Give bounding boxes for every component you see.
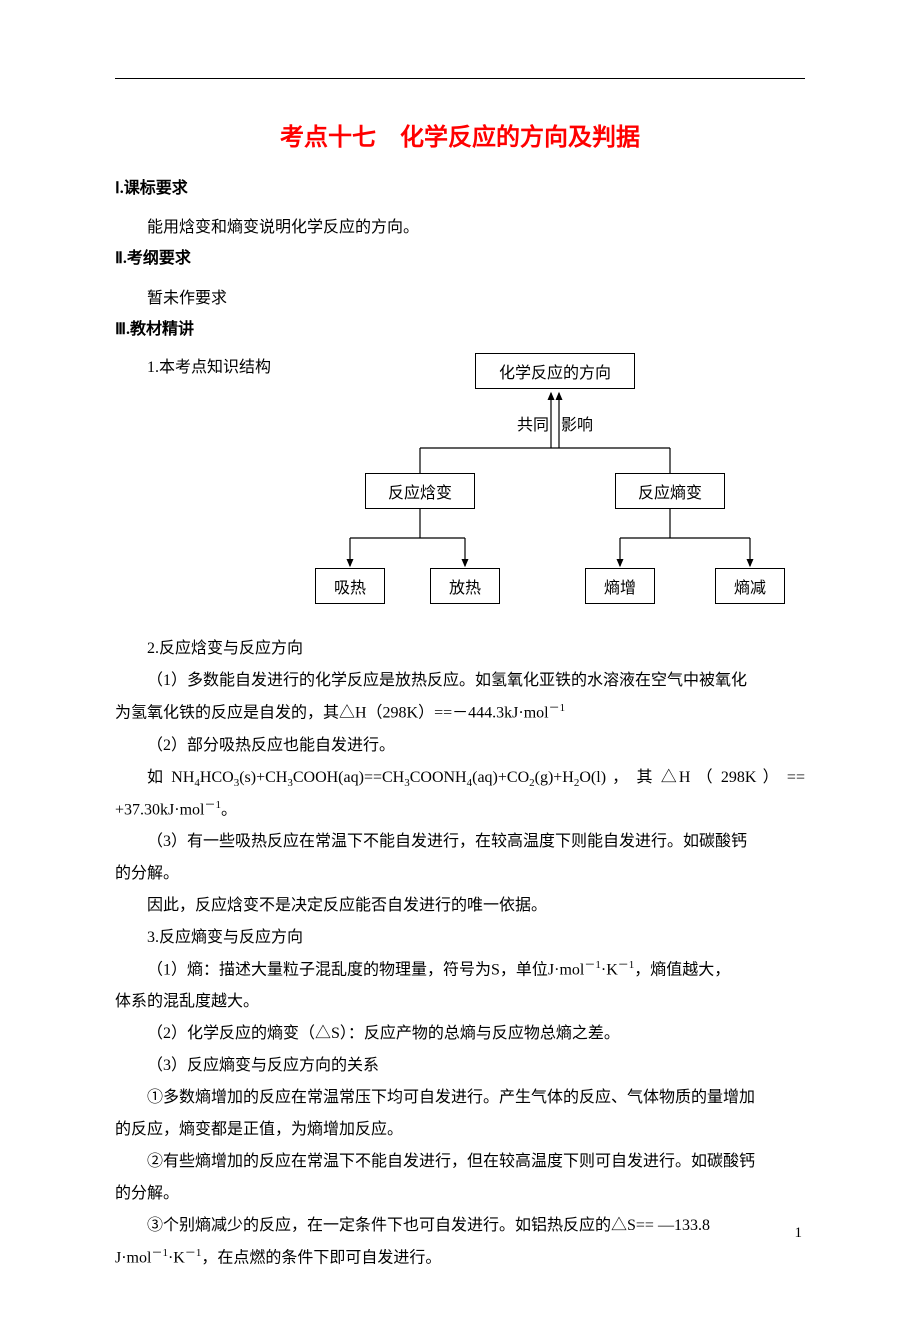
top-rule <box>115 78 805 79</box>
p3-3-2b: 的分解。 <box>115 1178 805 1210</box>
eq-end: 。 <box>221 801 237 818</box>
eq-g: (g)+H <box>535 769 574 786</box>
eq-a: 如 NH <box>147 769 194 786</box>
p3-3-1b: 的反应，熵变都是正值，为熵增加反应。 <box>115 1114 805 1146</box>
sup-neg1: －1 <box>549 702 566 714</box>
eq-d: COOH(aq)==CH <box>293 769 404 786</box>
p3-3-2a: ②有些熵增加的反应在常温下不能自发进行，但在较高温度下则可自发进行。如碳酸钙 <box>115 1146 805 1178</box>
p3-1a: （1）熵：描述大量粒子混乱度的物理量，符号为S，单位J·mol <box>147 961 584 978</box>
p2-1-line1: （1）多数能自发进行的化学反应是放热反应。如氢氧化亚铁的水溶液在空气中被氧化 <box>115 665 805 697</box>
eq-b: HCO <box>200 769 234 786</box>
edge-label-right: 影响 <box>561 411 593 435</box>
p2-3-line1: （3）有一些吸热反应在常温下不能自发进行，在较高温度下则能自发进行。如碳酸钙 <box>115 826 805 858</box>
eq-e: COONH <box>410 769 467 786</box>
p2-equation-line1: 如 NH4HCO3(s)+CH3COOH(aq)==CH3COONH4(aq)+… <box>115 762 805 794</box>
p2-2: （2）部分吸热反应也能自发进行。 <box>115 730 805 762</box>
item-3-head: 3.反应熵变与反应方向 <box>115 922 805 954</box>
section-2-head: Ⅱ.考纲要求 <box>115 244 805 274</box>
p2-equation-line2: +37.30kJ·mol－1。 <box>115 794 805 826</box>
p3-3-1a: ①多数熵增加的反应在常温常压下均可自发进行。产生气体的反应、气体物质的量增加 <box>115 1082 805 1114</box>
sup-neg1f: －1 <box>185 1247 202 1259</box>
p3-3-3-line2: J·mol－1·K－1，在点燃的条件下即可自发进行。 <box>115 1242 805 1274</box>
p3-2: （2）化学反应的熵变（△S）：反应产物的总熵与反应物总熵之差。 <box>115 1018 805 1050</box>
node-exo: 放热 <box>430 568 500 604</box>
sup-neg1c: －1 <box>584 959 601 971</box>
flowchart: 化学反应的方向 共同 影响 反应焓变 反应熵变 吸热 放热 熵增 熵减 <box>315 353 805 623</box>
p3-3-3d: ，在点燃的条件下即可自发进行。 <box>201 1250 441 1267</box>
item-2-head: 2.反应焓变与反应方向 <box>115 633 805 665</box>
node-enthalpy: 反应焓变 <box>365 473 475 509</box>
section-3-head: Ⅲ.教材精讲 <box>115 315 805 345</box>
sup-neg1e: －1 <box>151 1247 168 1259</box>
edge-label-left: 共同 <box>517 411 549 435</box>
p2-conclusion: 因此，反应焓变不是决定反应能否自发进行的唯一依据。 <box>115 890 805 922</box>
node-endo: 吸热 <box>315 568 385 604</box>
p2-3-line2: 的分解。 <box>115 858 805 890</box>
section-1-head: Ⅰ.课标要求 <box>115 174 805 204</box>
p2-1-line2: 为氢氧化铁的反应是自发的，其△H（298K）==－444.3kJ·mol－1 <box>115 697 805 729</box>
section-1-body: 能用焓变和熵变说明化学反应的方向。 <box>115 212 805 244</box>
p3-3-3c: ·K <box>168 1250 185 1267</box>
eq-c: (s)+CH <box>239 769 287 786</box>
node-entropy-dec: 熵减 <box>715 568 785 604</box>
eq-h: O(l) ， 其 △H （ 298K ） == <box>579 769 805 786</box>
node-top: 化学反应的方向 <box>475 353 635 389</box>
p2-1b-text: 为氢氧化铁的反应是自发的，其△H（298K）==－444.3kJ·mol <box>115 705 549 722</box>
knowledge-structure-block: 1.本考点知识结构 <box>115 353 805 623</box>
section-2-body: 暂未作要求 <box>115 283 805 315</box>
page-number: 1 <box>795 1225 803 1242</box>
node-entropy: 反应熵变 <box>615 473 725 509</box>
p3-1c: ，熵值越大， <box>634 961 730 978</box>
document-page: 考点十七 化学反应的方向及判据 Ⅰ.课标要求 能用焓变和熵变说明化学反应的方向。… <box>0 0 920 1335</box>
p3-1b: ·K <box>601 961 618 978</box>
p3-1-line2: 体系的混乱度越大。 <box>115 986 805 1018</box>
page-title: 考点十七 化学反应的方向及判据 <box>115 117 805 152</box>
item-1-label: 1.本考点知识结构 <box>147 353 271 377</box>
sup-neg1d: －1 <box>618 959 635 971</box>
p3-3: （3）反应熵变与反应方向的关系 <box>115 1050 805 1082</box>
eq-f: (aq)+CO <box>472 769 529 786</box>
eq-tail: +37.30kJ·mol <box>115 801 204 818</box>
p3-1-line1: （1）熵：描述大量粒子混乱度的物理量，符号为S，单位J·mol－1·K－1，熵值… <box>115 954 805 986</box>
p3-3-3a: ③个别熵减少的反应，在一定条件下也可自发进行。如铝热反应的△S== —133.8 <box>115 1210 805 1242</box>
p3-3-3b: J·mol <box>115 1250 151 1267</box>
sup-neg1b: －1 <box>204 799 221 811</box>
node-entropy-inc: 熵增 <box>585 568 655 604</box>
